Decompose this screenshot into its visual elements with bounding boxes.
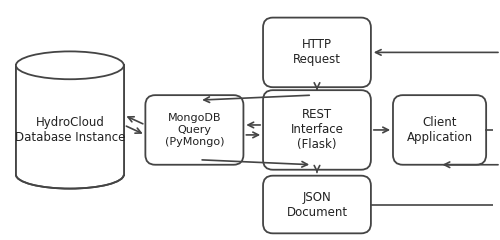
Text: HTTP
Request: HTTP Request <box>293 38 341 66</box>
FancyBboxPatch shape <box>263 18 371 87</box>
FancyBboxPatch shape <box>263 176 371 233</box>
Text: JSON
Document: JSON Document <box>286 191 348 218</box>
Ellipse shape <box>16 51 124 79</box>
Text: Client
Application: Client Application <box>406 116 472 144</box>
FancyBboxPatch shape <box>393 95 486 165</box>
FancyBboxPatch shape <box>146 95 244 165</box>
Text: MongoDB
Query
(PyMongo): MongoDB Query (PyMongo) <box>164 113 224 147</box>
FancyBboxPatch shape <box>263 90 371 170</box>
Bar <box>16 65 124 175</box>
Text: HydroCloud
Database Instance: HydroCloud Database Instance <box>14 116 125 144</box>
Text: REST
Interface
(Flask): REST Interface (Flask) <box>290 108 344 151</box>
Ellipse shape <box>16 161 124 189</box>
Bar <box>16 65 124 175</box>
